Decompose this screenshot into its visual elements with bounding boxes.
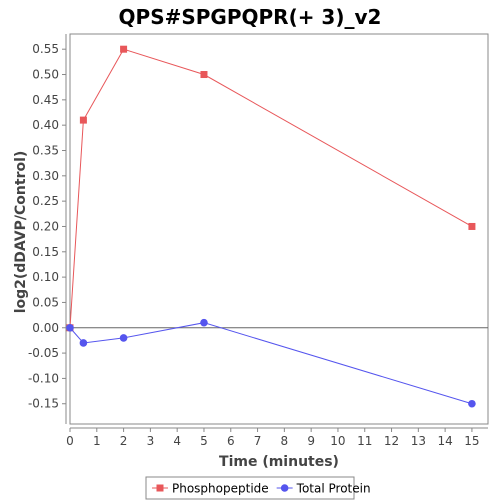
x-tick-label: 7 [254,434,262,448]
y-tick-label: 0.30 [32,169,59,183]
x-tick-label: 14 [437,434,452,448]
x-tick-label: 12 [384,434,399,448]
x-tick-label: 2 [120,434,128,448]
y-tick-label: 0.15 [32,245,59,259]
total-protein-point [200,318,208,327]
legend-box [145,476,355,500]
total-protein-point [66,323,74,332]
x-tick-label: 6 [227,434,235,448]
plot-area [69,33,489,425]
y-axis: -0.15 -0.10 -0.05 0.00 0.05 0.10 0.15 0.20 0.25 0… [28,34,67,424]
y-tick-label: 0.05 [32,295,59,309]
y-tick-label: 0.50 [32,68,59,82]
x-tick-label: 0 [66,434,74,448]
x-tick-label: 5 [200,434,208,448]
y-tick-label: 0.55 [32,42,59,56]
y-tick-label: 0.20 [32,219,59,233]
x-axis-label: Time (minutes) [219,454,339,470]
x-tick-label: 15 [464,434,479,448]
phosphopeptide-legend-marker [156,484,164,492]
y-tick-label: 0.35 [32,143,59,157]
y-axis-label: log2(dDAVP/Control) [13,151,29,314]
x-tick-label: 4 [173,434,181,448]
x-axis: 0 1 2 3 4 5 6 7 8 9 10 11 12 13 14 15 [66,427,488,448]
x-tick-label: 10 [330,434,345,448]
y-tick-label: 0.40 [32,118,59,132]
x-tick-label: 1 [93,434,101,448]
total-protein-point [119,334,128,342]
series-layer [66,45,476,408]
chart-title: QPS#SPGPQPR(+ 3)_v2 [119,5,382,29]
x-tick-label: 11 [357,434,372,448]
phosphopeptide-point [79,116,87,124]
phosphopeptide-point [120,45,128,53]
total-protein-point [468,399,476,408]
total-protein-legend-marker [280,484,289,492]
x-tick-label: 3 [147,434,155,448]
phosphopeptide-point [200,71,208,79]
y-tick-label: 0.10 [32,270,59,284]
y-tick-label: 0.25 [32,194,59,208]
y-tick-label: -0.10 [28,371,59,385]
total-protein-legend-label: Total Protein [296,482,371,496]
x-tick-label: 9 [307,434,315,448]
total-protein-point [79,339,88,347]
y-tick-label: -0.05 [28,346,59,360]
y-tick-label: -0.15 [28,397,59,411]
phosphopeptide-point [468,222,476,230]
y-tick-label: 0.00 [32,321,59,335]
legend: Phosphopeptide Total Protein [145,476,371,500]
y-tick-label: 0.45 [32,93,59,107]
plot-frame [69,33,489,425]
x-tick-label: 8 [281,434,289,448]
x-tick-label: 13 [411,434,426,448]
phosphopeptide-legend-label: Phosphopeptide [172,482,269,496]
